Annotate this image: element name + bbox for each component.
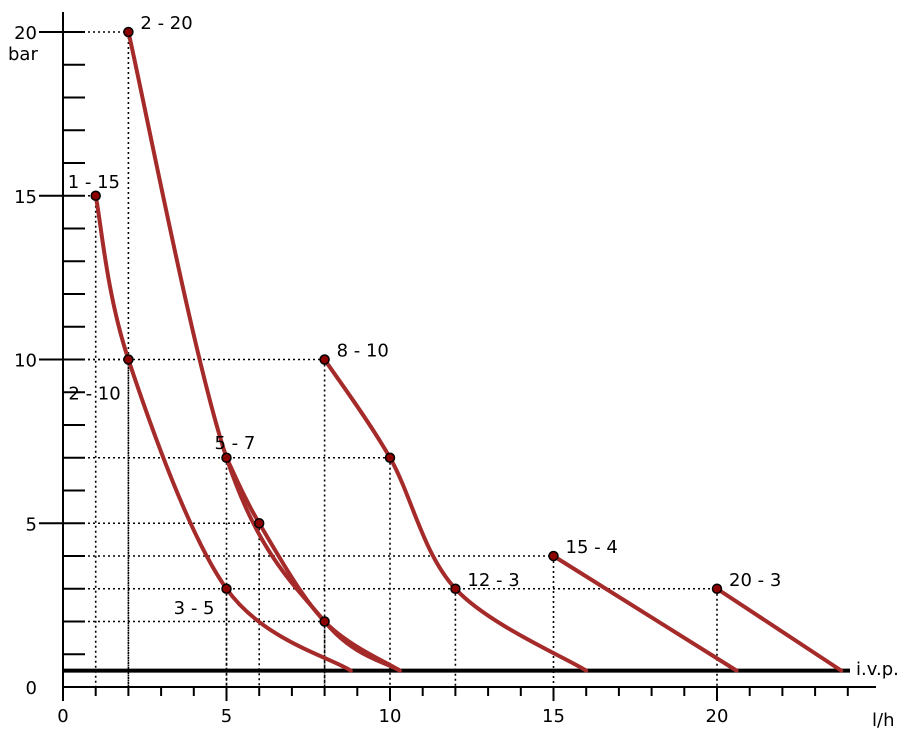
data-point: [384, 452, 396, 463]
y-tick-label: 20: [14, 23, 37, 44]
curve-6: [715, 586, 844, 673]
curve-4: [322, 357, 589, 673]
data-point: [123, 354, 134, 365]
data-point: [711, 583, 723, 594]
curve-1: [93, 193, 353, 673]
x-tick-label: 0: [57, 706, 68, 727]
curve-2: [126, 30, 402, 673]
x-ticks: 0 5 10 15 20: [57, 687, 849, 727]
point-label: 1 - 15: [68, 172, 120, 193]
data-point: [221, 583, 232, 594]
curve-5: [551, 554, 739, 673]
y-tick-label: 0: [26, 678, 37, 699]
point-label: 2 - 10: [68, 384, 120, 405]
data-point: [253, 518, 265, 529]
point-label: 5 - 7: [215, 433, 256, 454]
data-point: [90, 190, 101, 201]
y-ticks: 0 5 10 15 20: [14, 23, 85, 699]
x-tick-label: 15: [542, 706, 565, 727]
point-label: 8 - 10: [337, 341, 389, 362]
y-axis-label: bar: [8, 44, 38, 65]
labels: bar l/h i.v.p. 2 - 20 1 - 15 2 - 10 8 - 10 5…: [8, 13, 899, 731]
data-point: [450, 583, 461, 594]
data-point: [123, 26, 134, 38]
guide-lines: [63, 31, 718, 687]
x-tick-label: 20: [706, 706, 729, 727]
curve-3: [224, 455, 402, 673]
data-point: [319, 354, 330, 365]
data-point: [319, 616, 330, 627]
point-label: 20 - 3: [729, 570, 781, 591]
x-tick-label: 10: [379, 706, 402, 727]
x-tick-label: 5: [221, 706, 232, 727]
x-axis-label: l/h: [872, 710, 894, 731]
points: [90, 26, 723, 627]
y-tick-label: 15: [14, 187, 37, 208]
data-point: [221, 452, 232, 463]
data-point: [548, 550, 559, 562]
point-label: 3 - 5: [174, 598, 215, 619]
point-label: 15 - 4: [566, 537, 618, 558]
point-label: 12 - 3: [467, 570, 519, 591]
ivp-label: i.v.p.: [856, 659, 899, 680]
y-tick-label: 10: [14, 351, 37, 372]
curves: [93, 30, 844, 673]
point-label: 2 - 20: [140, 13, 192, 34]
y-tick-label: 5: [26, 514, 37, 535]
axes: [62, 12, 876, 688]
